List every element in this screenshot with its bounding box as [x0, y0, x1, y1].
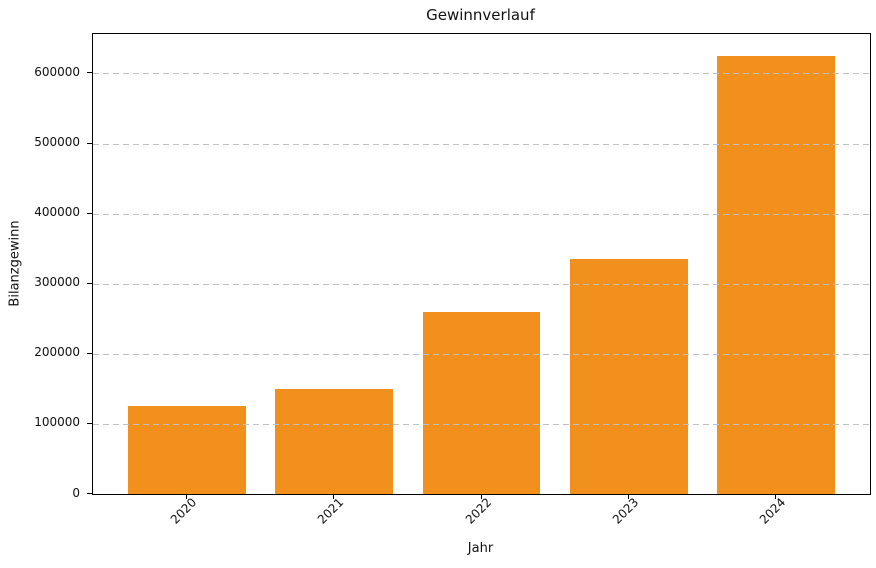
chart-title: Gewinnverlauf: [426, 6, 535, 24]
ytick-mark-400000: [87, 212, 92, 214]
ytick-label-200000: 200000: [34, 345, 80, 360]
xtick-mark-2020: [186, 494, 188, 499]
ytick-label-400000: 400000: [34, 205, 80, 220]
ytick-mark-500000: [87, 142, 92, 144]
ytick-mark-300000: [87, 282, 92, 284]
xtick-label-2022: 2022: [462, 495, 494, 527]
plot-area: [92, 33, 871, 495]
bar-2023: [569, 259, 688, 494]
xtick-mark-2023: [627, 494, 629, 499]
gridline-300000: [93, 283, 870, 285]
bar-2022: [422, 311, 541, 494]
xtick-mark-2024: [774, 494, 776, 499]
xtick-label-2023: 2023: [609, 495, 641, 527]
ytick-label-0: 0: [72, 485, 80, 500]
bar-2024: [716, 55, 835, 494]
xtick-label-2021: 2021: [315, 495, 347, 527]
y-axis-label: Bilanzgewinn: [7, 220, 23, 307]
gridline-100000: [93, 423, 870, 425]
ytick-label-300000: 300000: [34, 275, 80, 290]
gridline-500000: [93, 143, 870, 145]
gridline-200000: [93, 353, 870, 355]
x-axis-label: Jahr: [467, 541, 494, 556]
xtick-label-2024: 2024: [756, 495, 789, 527]
bar-2021: [275, 388, 394, 494]
ytick-label-100000: 100000: [34, 415, 80, 430]
ytick-mark-100000: [87, 422, 92, 424]
xtick-label-2020: 2020: [167, 495, 200, 527]
xtick-mark-2021: [333, 494, 335, 499]
ytick-mark-0: [87, 493, 92, 494]
ytick-label-500000: 500000: [34, 135, 80, 150]
gridline-600000: [93, 73, 870, 75]
ytick-mark-200000: [87, 352, 92, 354]
ytick-mark-600000: [87, 72, 92, 74]
xtick-mark-2022: [480, 494, 482, 499]
ytick-label-600000: 600000: [34, 64, 80, 79]
bar-2020: [128, 406, 247, 494]
gridline-400000: [93, 213, 870, 215]
